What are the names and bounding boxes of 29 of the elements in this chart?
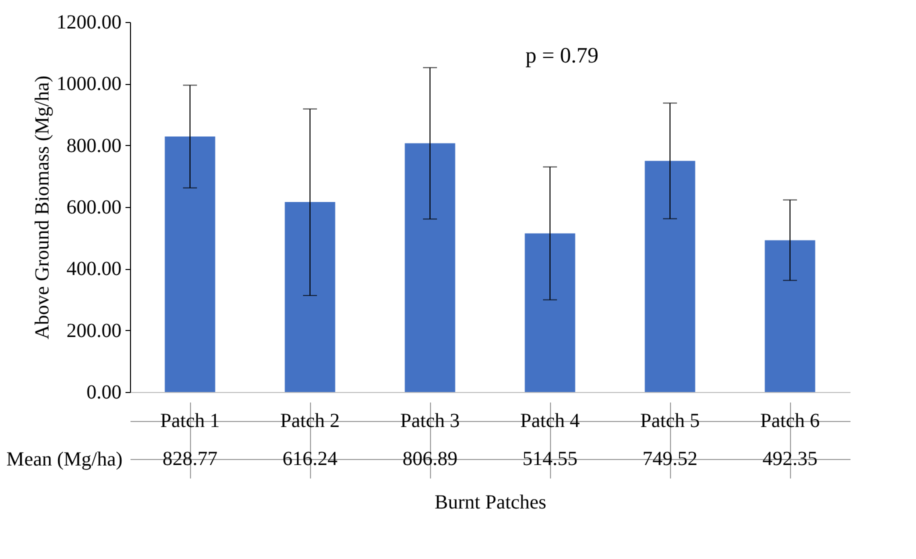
y-tick-label: 600.00 <box>66 196 122 218</box>
x-tick-label: Patch 3 <box>400 410 460 432</box>
x-tick-label: Patch 4 <box>520 410 580 432</box>
text: Mean (Mg/ha) <box>6 448 122 470</box>
data-label: 492.35 <box>762 448 818 470</box>
annotation: p = 0.79 <box>526 42 598 68</box>
bar <box>164 136 216 392</box>
y-tick-label: 1000.00 <box>56 73 122 96</box>
bar <box>404 143 456 392</box>
bar <box>284 202 336 392</box>
x-tick-label: Patch 6 <box>760 410 820 432</box>
bar <box>644 160 696 392</box>
data-label: 806.89 <box>402 448 458 470</box>
data-label: 514.55 <box>522 448 578 470</box>
x-tick-label: Patch 1 <box>160 410 220 432</box>
y-axis-title: Above Ground Biomass (Mg/ha) <box>32 76 54 340</box>
data-label: 749.52 <box>642 448 698 470</box>
x-tick-label: Patch 5 <box>640 410 700 432</box>
data-label: 616.24 <box>282 448 338 470</box>
x-axis-title: Burnt Patches <box>434 492 547 514</box>
y-tick-label: 400.00 <box>66 258 122 280</box>
y-tick-label: 200.00 <box>66 320 122 342</box>
y-tick-label: 0.00 <box>86 382 122 404</box>
bar <box>764 240 816 392</box>
bar <box>524 233 576 392</box>
y-tick-label: 1200.00 <box>56 12 122 34</box>
y-tick-label: 800.00 <box>66 134 122 157</box>
x-tick-label: Patch 2 <box>280 410 340 432</box>
data-label: 828.77 <box>162 448 218 470</box>
